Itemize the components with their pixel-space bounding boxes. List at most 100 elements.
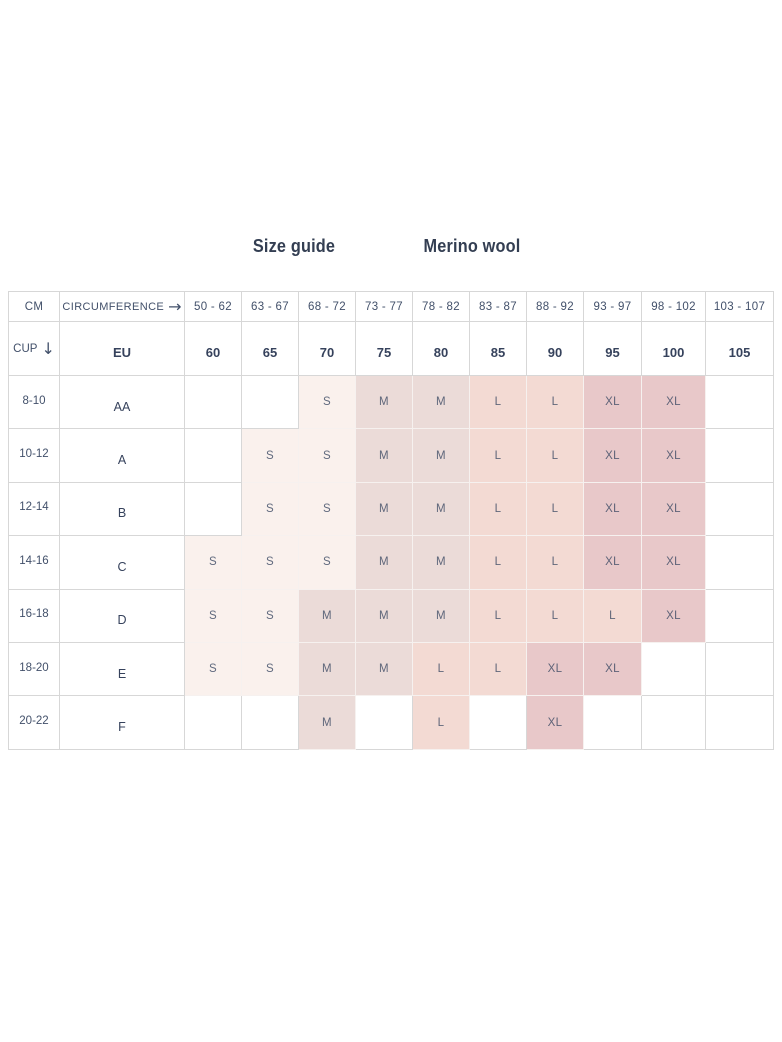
header-row-circumference: CM CIRCUMFERENCE → 50 - 62 63 - 67 68 - 7… [8,291,774,322]
range-header: 50 - 62 [184,291,242,322]
table-row-c: 14-16 C S S S M M L L XL XL [8,535,774,590]
cup-size: E [59,641,185,697]
size-cell [705,428,774,483]
eu-value: 100 [641,321,706,376]
size-cell: M [412,481,470,537]
size-cell [184,695,242,750]
cup-size: C [59,535,185,590]
circumference-header: CIRCUMFERENCE → [59,291,185,322]
size-cell: M [412,374,470,430]
size-cell: L [526,428,584,483]
size-cell [583,695,642,750]
size-cell: L [526,588,584,643]
size-cell: L [526,374,584,430]
size-cell: XL [641,535,706,590]
cm-range: 18-20 [8,641,60,697]
size-cell [355,695,413,750]
table-row-e: 18-20 E S S M M L L XL XL [8,641,774,697]
size-cell [641,641,706,697]
cup-size: B [59,481,185,537]
table-row-aa: 8-10 AA S M M L L XL XL [8,374,774,430]
size-cell: XL [641,481,706,537]
cup-size: AA [59,374,185,430]
size-cell: S [298,535,356,590]
size-cell: M [298,641,356,697]
range-header: 73 - 77 [355,291,413,322]
cm-range: 10-12 [8,428,60,483]
size-cell: S [241,535,299,590]
tab-size-guide[interactable]: Size guide [252,235,336,256]
size-cell [184,374,242,430]
range-header: 63 - 67 [241,291,299,322]
size-cell: M [355,588,413,643]
tab-merino-wool[interactable]: Merino wool [423,235,521,256]
eu-value: 90 [526,321,584,376]
size-cell: M [298,695,356,750]
size-cell [184,481,242,537]
size-cell: M [355,535,413,590]
size-cell: S [241,481,299,537]
size-cell: L [469,588,527,643]
size-cell: L [469,481,527,537]
eu-value: 65 [241,321,299,376]
table-row-d: 16-18 D S S M M M L L L XL [8,588,774,643]
size-cell: S [298,481,356,537]
size-cell [241,695,299,750]
size-cell: M [355,374,413,430]
size-cell: XL [526,641,584,697]
eu-value: 75 [355,321,413,376]
size-cell: XL [583,641,642,697]
cup-size: D [59,588,185,643]
eu-value: 105 [705,321,774,376]
eu-value: 80 [412,321,470,376]
table-row-b: 12-14 B S S M M L L XL XL [8,481,774,537]
size-cell: S [241,588,299,643]
size-cell: L [526,481,584,537]
size-cell [241,374,299,430]
size-cell: XL [583,428,642,483]
eu-value: 70 [298,321,356,376]
size-cell: S [184,641,242,697]
size-cell [705,641,774,697]
size-cell [469,695,527,750]
size-cell: M [412,428,470,483]
size-cell: XL [641,588,706,643]
size-cell: L [526,535,584,590]
size-cell [184,428,242,483]
range-header: 88 - 92 [526,291,584,322]
eu-value: 95 [583,321,642,376]
size-cell [705,481,774,537]
range-header: 98 - 102 [641,291,706,322]
size-cell: S [298,374,356,430]
size-cell: M [298,588,356,643]
size-cell: L [412,695,470,750]
table-row-a: 10-12 A S S M M L L XL XL [8,428,774,483]
down-arrow-icon: ↓ [41,339,55,358]
size-cell: L [583,588,642,643]
range-header: 78 - 82 [412,291,470,322]
cm-range: 12-14 [8,481,60,537]
right-arrow-icon: → [168,297,182,316]
eu-value: 85 [469,321,527,376]
cm-range: 16-18 [8,588,60,643]
table-row-f: 20-22 F M L XL [8,695,774,750]
eu-value: 60 [184,321,242,376]
size-cell: XL [583,374,642,430]
size-cell: L [469,428,527,483]
range-header: 103 - 107 [705,291,774,322]
size-chart-table: CM CIRCUMFERENCE → 50 - 62 63 - 67 68 - 7… [8,291,774,750]
size-cell: XL [526,695,584,750]
size-cell [705,374,774,430]
range-header: 83 - 87 [469,291,527,322]
cup-size: F [59,695,185,750]
size-cell: M [355,481,413,537]
size-cell: M [355,641,413,697]
size-cell: S [298,428,356,483]
header-row-eu: CUP ↓ EU 60 65 70 75 80 85 90 95 100 105 [8,321,774,376]
size-cell: S [184,535,242,590]
size-cell: S [241,641,299,697]
corner-cup-label: CUP ↓ [8,321,60,376]
size-cell: S [241,428,299,483]
size-cell: XL [583,535,642,590]
cm-range: 14-16 [8,535,60,590]
